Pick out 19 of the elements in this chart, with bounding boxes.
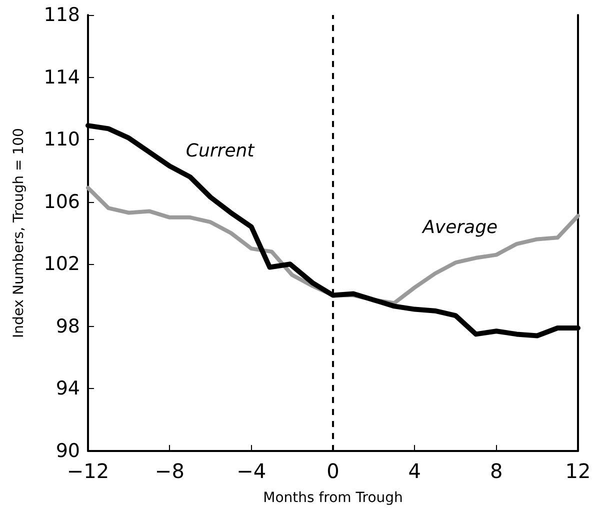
y-tick-label: 114	[44, 66, 80, 88]
x-tick-label: −8	[154, 459, 184, 483]
y-tick-label: 98	[56, 315, 80, 338]
y-tick-label: 110	[44, 128, 80, 151]
y-tick-label: 102	[44, 253, 80, 276]
y-tick-label: 94	[56, 378, 80, 400]
y-tick-label: 90	[56, 440, 80, 462]
y-tick-label: 118	[44, 4, 80, 26]
x-tick-label: 8	[490, 459, 503, 483]
y-axis-title: Index Numbers, Trough = 100	[11, 128, 27, 338]
series-label: Average	[422, 216, 498, 238]
y-tick-label: 106	[44, 190, 80, 213]
x-tick-label: 0	[326, 459, 340, 483]
x-tick-label: 12	[565, 459, 591, 483]
series-label: Current	[186, 140, 256, 162]
x-tick-label: −12	[66, 459, 110, 483]
x-axis-title: Months from Trough	[263, 490, 403, 506]
x-tick-label: 4	[408, 459, 422, 483]
x-tick-label: −4	[236, 459, 266, 483]
